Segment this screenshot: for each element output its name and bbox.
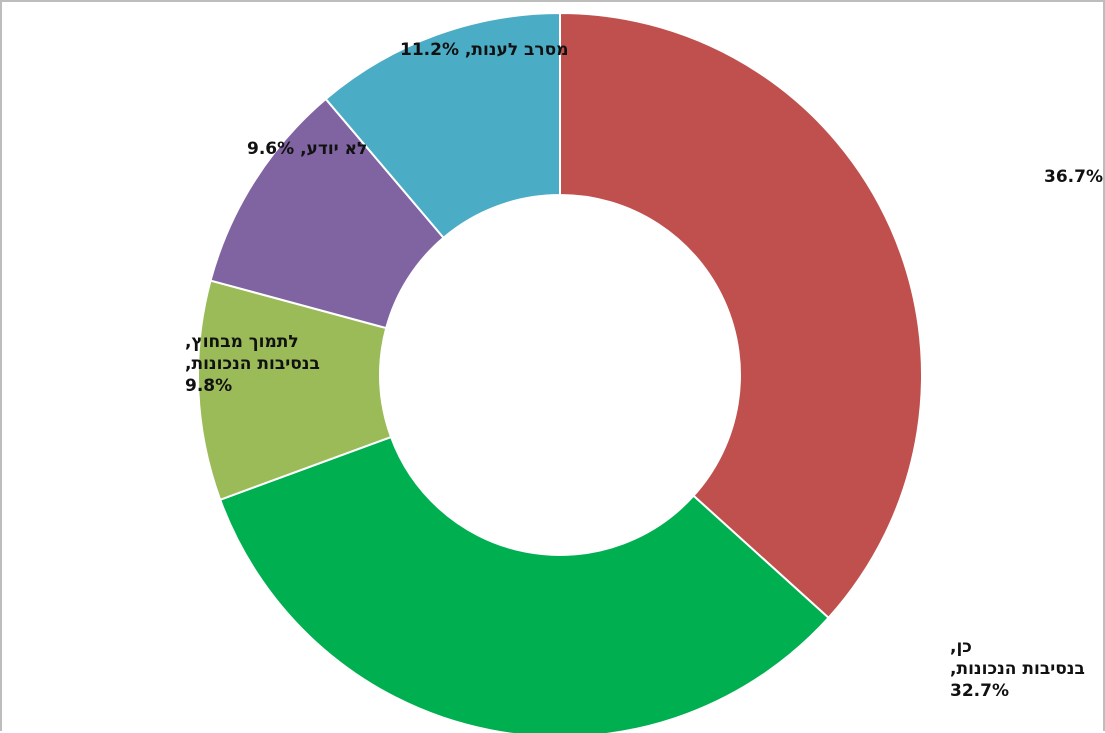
slice-label-2: לתמוך מבחוץ, בנסיבות הנכונות, 9.8%: [185, 332, 320, 396]
donut-slice-0: [559, 11, 923, 620]
donut-slice-2: [197, 279, 393, 502]
donut-slice-4: [324, 11, 561, 240]
slice-label-0: לא, 36.7%: [1044, 167, 1105, 187]
slice-label-3: לא יודע, 9.6%: [247, 139, 367, 159]
slice-label-line: 9.8%: [185, 376, 232, 396]
slice-label-line: לא, 36.7%: [1044, 167, 1105, 187]
slice-labels: לא, 36.7%כן,בנסיבות הנכונות,32.7%לתמוך מ…: [185, 40, 1105, 701]
slice-label-line: בנסיבות הנכונות,: [185, 354, 320, 374]
slice-label-line: 32.7%: [950, 681, 1009, 701]
slice-label-4: מסרב לענות, 11.2%: [400, 40, 569, 60]
slice-label-line: מסרב לענות, 11.2%: [400, 40, 569, 60]
donut-slice-1: [218, 435, 830, 733]
slice-label-1: כן, בנסיבות הנכונות, 32.7%: [950, 637, 1085, 701]
slice-label-line: לתמוך מבחוץ,: [185, 332, 299, 352]
slice-label-line: לא יודע, 9.6%: [247, 139, 367, 159]
donut-slices: [197, 11, 923, 733]
slice-label-line: כן,: [950, 637, 972, 657]
slice-label-line: בנסיבות הנכונות,: [950, 659, 1085, 679]
